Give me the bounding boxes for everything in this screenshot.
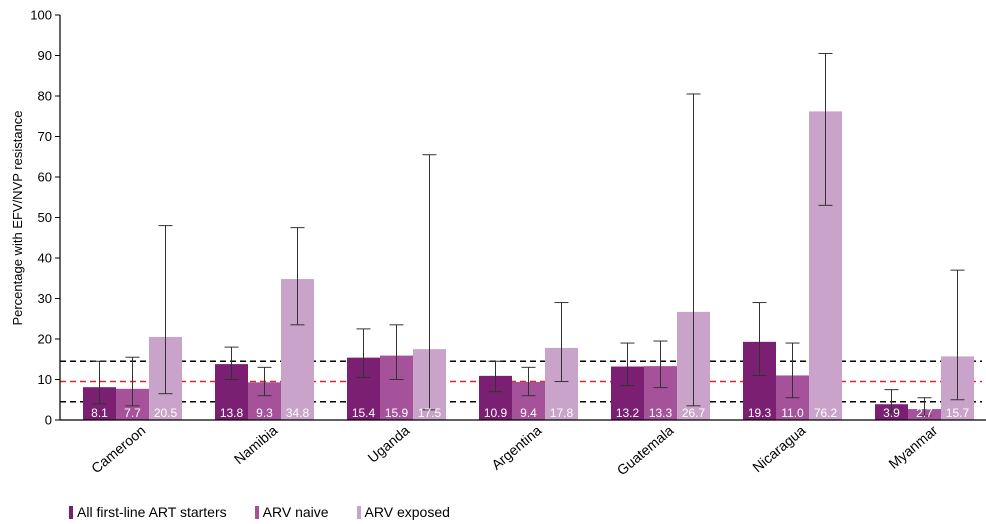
- data-label: 9.3: [256, 406, 273, 420]
- legend-label: All first-line ART starters: [77, 504, 227, 520]
- y-tick-label: 50: [38, 210, 52, 225]
- data-label: 76.2: [814, 406, 838, 420]
- data-label: 26.7: [682, 406, 706, 420]
- y-axis-title: Percentage with EFV/NVP resistance: [10, 110, 25, 325]
- category-label: Namibia: [231, 422, 281, 467]
- data-label: 34.8: [286, 406, 310, 420]
- legend-label: ARV naive: [262, 504, 329, 520]
- y-tick-label: 20: [38, 332, 52, 347]
- legend: All first-line ART starters ARV naive ARV …: [69, 504, 478, 520]
- category-label: Cameroon: [88, 422, 148, 476]
- data-label: 13.8: [220, 406, 244, 420]
- category-label: Nicaragua: [749, 422, 808, 475]
- y-tick-label: 80: [38, 89, 52, 104]
- legend-swatch: [69, 505, 73, 519]
- y-tick-label: 70: [38, 129, 52, 144]
- category-label: Myanmar: [885, 422, 940, 472]
- legend-label: ARV exposed: [364, 504, 450, 520]
- legend-item: ARV naive: [254, 504, 329, 520]
- data-label: 3.9: [883, 406, 900, 420]
- y-tick-label: 10: [38, 372, 52, 387]
- category-label: Guatemala: [614, 422, 677, 478]
- data-label: 20.5: [154, 406, 178, 420]
- data-label: 7.7: [124, 406, 141, 420]
- legend-item: ARV exposed: [356, 504, 450, 520]
- y-tick-label: 90: [38, 48, 52, 63]
- legend-item: All first-line ART starters: [69, 504, 227, 520]
- data-label: 11.0: [781, 406, 804, 420]
- bars: [83, 111, 974, 420]
- data-label: 2.7: [916, 406, 933, 420]
- legend-swatch: [254, 505, 259, 519]
- data-label: 19.3: [748, 406, 772, 420]
- data-label: 15.4: [352, 406, 376, 420]
- data-label: 15.9: [385, 406, 409, 420]
- data-label: 9.4: [520, 406, 537, 420]
- y-ticks: 0 10 20 30 40 50 60 70 80 90 100: [30, 8, 60, 428]
- data-label: 8.1: [91, 406, 108, 420]
- data-labels: 8.1 7.7 20.5 13.8 9.3 34.8 15.4 15.9 17.5 10.9 9.4…: [91, 406, 969, 420]
- y-tick-label: 0: [45, 413, 52, 428]
- y-tick-label: 100: [30, 8, 52, 23]
- legend-swatch: [356, 505, 361, 519]
- x-labels: Cameroon Namibia Uganda Argentina Guatemala N…: [88, 422, 941, 478]
- data-label: 13.3: [649, 406, 673, 420]
- axes: [59, 15, 986, 421]
- y-tick-label: 30: [38, 291, 52, 306]
- data-label: 17.8: [550, 406, 574, 420]
- category-label: Uganda: [365, 422, 413, 466]
- y-tick-label: 60: [38, 170, 52, 185]
- category-label: Argentina: [488, 422, 544, 473]
- error-bars: [92, 52, 965, 417]
- data-label: 10.9: [484, 406, 508, 420]
- data-label: 17.5: [418, 406, 442, 420]
- data-label: 13.2: [616, 406, 640, 420]
- y-tick-label: 40: [38, 251, 52, 266]
- data-label: 15.7: [946, 406, 970, 420]
